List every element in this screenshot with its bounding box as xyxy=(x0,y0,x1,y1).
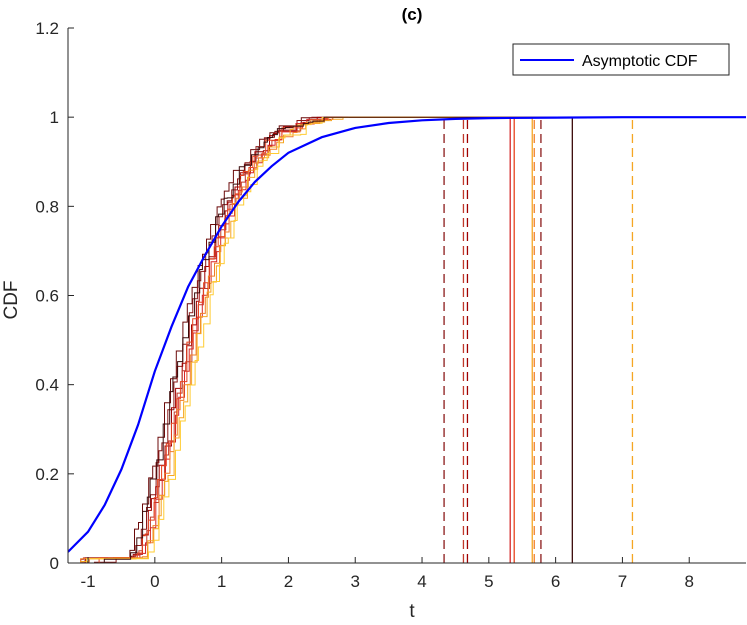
x-tick-label: 5 xyxy=(484,572,493,591)
x-tick-label: 1 xyxy=(217,572,226,591)
x-tick-label: 7 xyxy=(618,572,627,591)
series-layer xyxy=(68,116,746,563)
x-tick-label: 2 xyxy=(284,572,293,591)
x-tick-label: 0 xyxy=(150,572,159,591)
y-axis-label: CDF xyxy=(1,280,22,319)
empirical-cdf-6 xyxy=(78,116,746,563)
empirical-cdf-4 xyxy=(78,116,746,563)
empirical-cdf-7 xyxy=(78,116,746,563)
chart-title: (c) xyxy=(402,5,423,24)
legend: Asymptotic CDF xyxy=(512,43,730,76)
ticks-layer: -1 0 1 2 3 4 5 6 7 8 0 0.2 0.4 0.6 0.8 1 1.2 xyxy=(35,19,694,591)
legend-label-asymptotic-cdf: Asymptotic CDF xyxy=(582,53,698,70)
y-tick-label: 1 xyxy=(50,108,59,127)
x-axis-label: t xyxy=(409,601,415,622)
y-tick-label: 0.8 xyxy=(35,197,59,216)
x-tick-label: 6 xyxy=(551,572,560,591)
asymptotic-cdf-line xyxy=(68,116,746,553)
empirical-cdf-5 xyxy=(78,116,746,563)
empirical-cdf-2 xyxy=(78,116,746,563)
y-tick-label: 0.6 xyxy=(35,287,59,306)
x-tick-label: 4 xyxy=(417,572,426,591)
empirical-cdf-10 xyxy=(78,116,746,563)
empirical-cdf-9 xyxy=(78,116,746,563)
y-tick-label: 1.2 xyxy=(35,19,59,38)
y-tick-label: 0 xyxy=(50,554,59,573)
empirical-cdf-8 xyxy=(78,116,746,563)
empirical-cdf-3 xyxy=(78,116,746,563)
axes-layer xyxy=(67,28,746,564)
empirical-cdf-1 xyxy=(78,116,746,563)
x-tick-label: 8 xyxy=(684,572,693,591)
y-tick-label: 0.2 xyxy=(35,465,59,484)
y-tick-label: 0.4 xyxy=(35,376,59,395)
x-tick-label: 3 xyxy=(350,572,359,591)
x-tick-label: -1 xyxy=(80,572,95,591)
